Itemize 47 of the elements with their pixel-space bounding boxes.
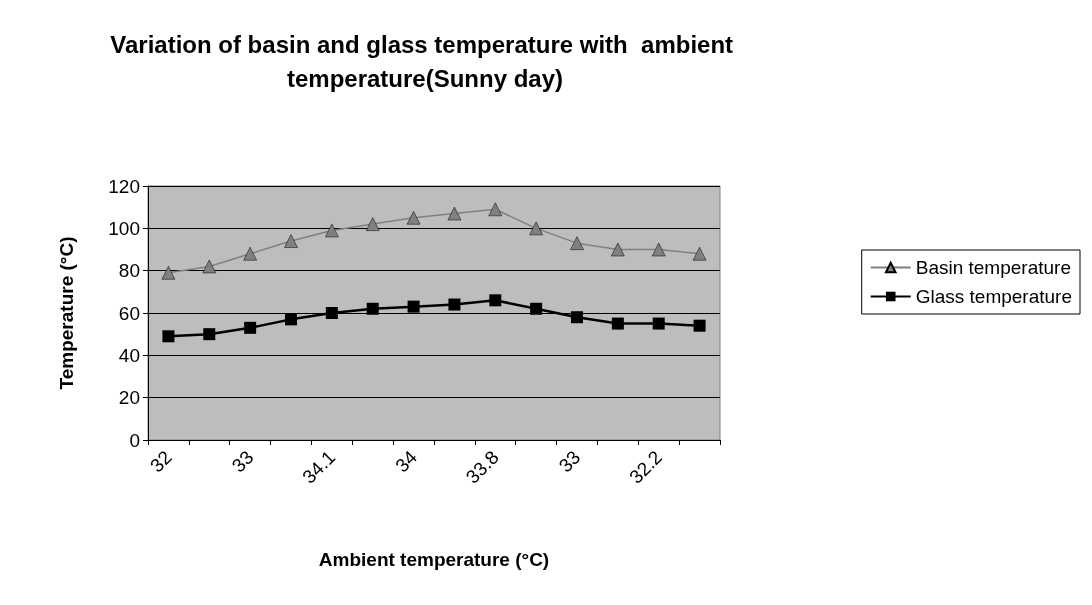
point [448,298,461,311]
point [325,307,338,319]
x-tick-label: 32 [146,446,176,477]
y-tick-label: 60 [118,302,140,324]
point [652,317,665,330]
x-axis-title: Ambient temperature (°C) [318,549,550,570]
legend-label: Basin temperature [915,257,1071,278]
point [447,206,462,221]
point [692,246,707,261]
point [489,294,502,307]
point [529,221,543,236]
x-tick-label: 34 [391,446,421,477]
chart-title: Variation of basin and glass temperature with ambient temperature(Sunny day) [110,30,740,92]
point [571,311,583,324]
point [570,236,584,250]
y-tick-label: 80 [118,260,140,282]
point [366,302,379,315]
point [530,302,543,315]
y-tick-label: 120 [108,175,140,197]
point [161,266,176,280]
y-tick-label: 100 [108,217,140,239]
x-tick-label: 33 [227,446,258,477]
point [325,223,339,238]
point [203,328,216,341]
point [285,313,297,326]
point [162,330,175,343]
x-tick-label: 33.8 [461,446,503,488]
point [693,319,706,332]
point [407,300,420,313]
point [611,317,624,330]
x-tick-label: 34.1 [298,446,340,488]
point [243,246,257,261]
y-tick-label: 0 [129,429,140,451]
point [365,217,380,231]
y-tick-label: 40 [118,344,140,366]
legend-label: Glass temperature [915,286,1073,307]
point [244,321,257,334]
point [284,234,298,248]
point [611,242,625,257]
point [488,202,503,217]
point [651,242,666,257]
point [202,259,217,274]
y-tick-label: 20 [118,387,140,409]
point [406,211,421,225]
x-tick-label: 33 [554,446,585,477]
x-tick-label: 32.2 [625,446,667,488]
y-axis-title: Temperature (°C) [56,236,77,390]
